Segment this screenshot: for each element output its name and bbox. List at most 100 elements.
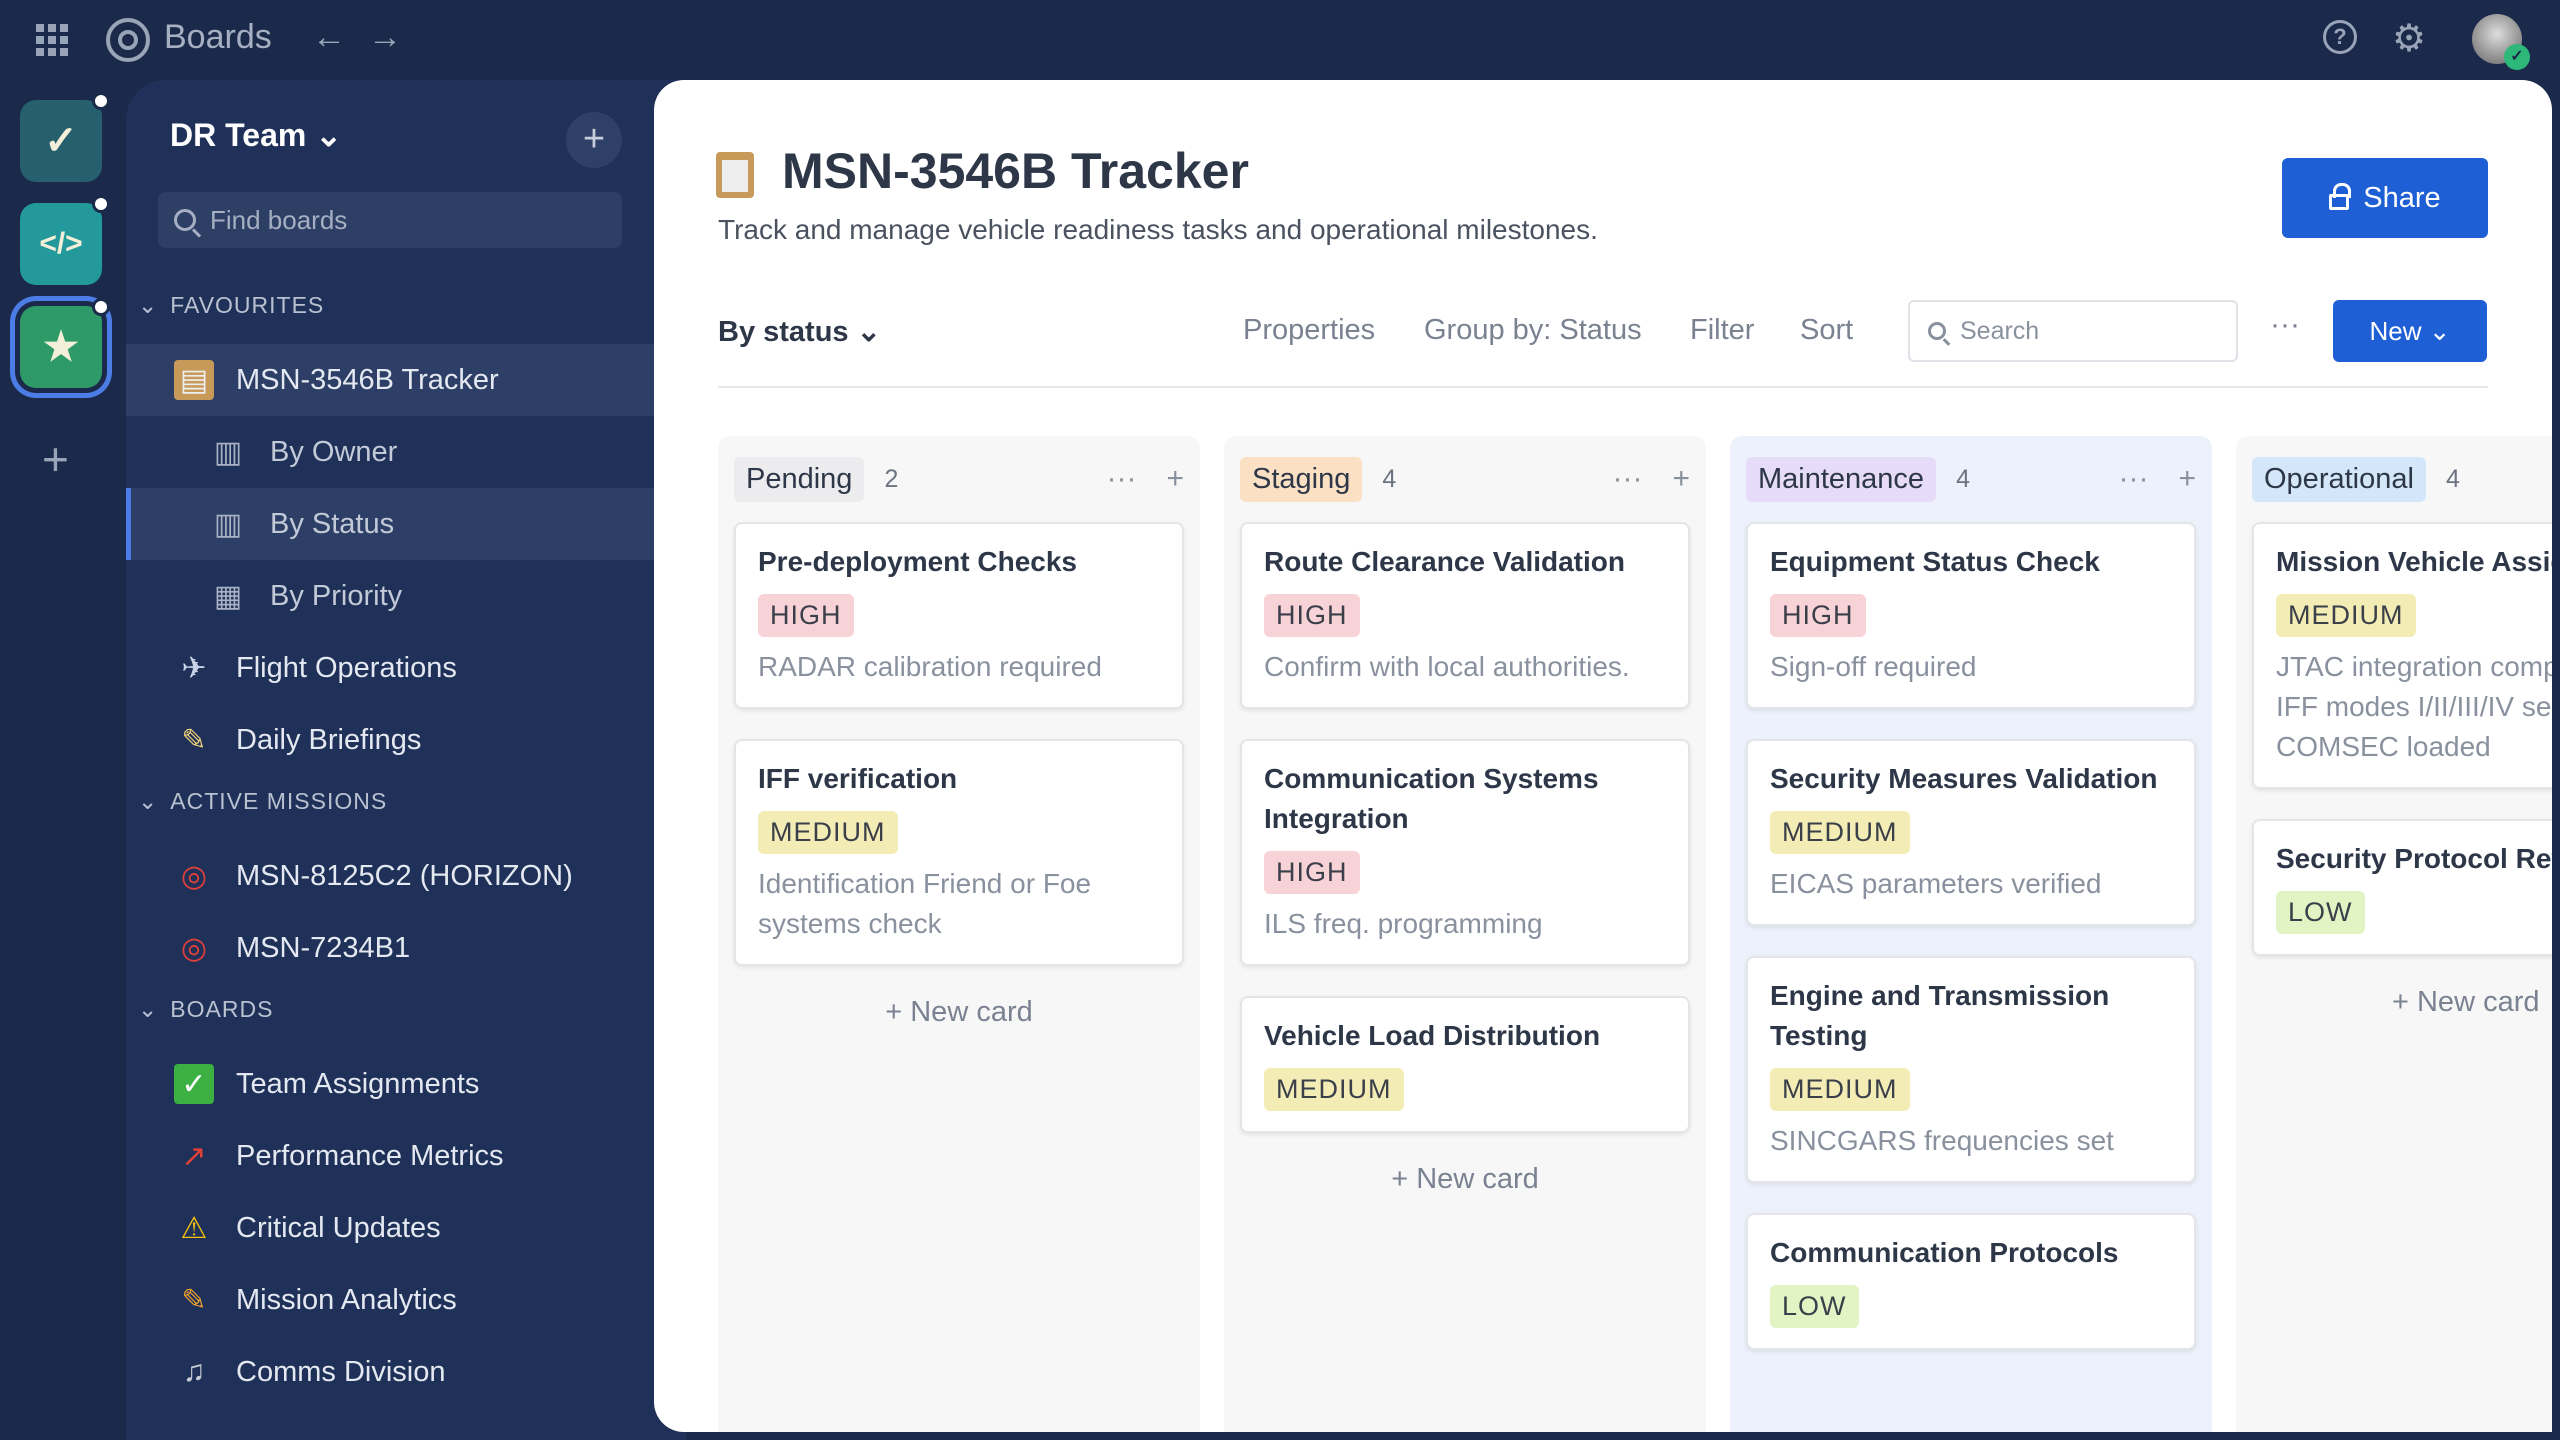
- new-button[interactable]: New ⌄: [2333, 300, 2487, 362]
- task-card[interactable]: Security Protocol Rev LOW: [2252, 819, 2552, 956]
- sidebar-item-label: By Priority: [270, 579, 403, 612]
- task-card[interactable]: Engine and Transmission Testing MEDIUM SIN…: [1746, 956, 2196, 1183]
- sidebar-item-by-owner[interactable]: ▥ By Owner: [126, 416, 654, 488]
- sidebar-item-flight-operations[interactable]: ✈ Flight Operations: [126, 632, 654, 704]
- card-description: RADAR calibration required: [758, 651, 1102, 682]
- board-toolbar: By status ⌄ Properties Group by: Status …: [718, 300, 2488, 388]
- table-view-icon: ▦: [213, 579, 243, 613]
- share-button[interactable]: Share: [2282, 158, 2488, 238]
- workspace-button[interactable]: ✓: [20, 92, 110, 182]
- sort-button[interactable]: Sort: [1800, 314, 1854, 346]
- task-card[interactable]: Communication Systems Integration HIGH ILS…: [1240, 739, 1690, 966]
- new-card-button[interactable]: + New card: [1391, 1163, 1539, 1195]
- column-header: Maintenance 4 ··· +: [1746, 450, 2196, 508]
- workspace-button[interactable]: ★: [20, 298, 110, 388]
- view-selector[interactable]: By status ⌄: [718, 316, 881, 348]
- user-avatar[interactable]: ✓: [2472, 14, 2530, 70]
- search-icon: [174, 209, 196, 231]
- sidebar-item-performance-metrics[interactable]: ↗ Performance Metrics: [126, 1120, 654, 1192]
- add-workspace-button[interactable]: +: [42, 433, 69, 485]
- more-options-icon[interactable]: ···: [2118, 462, 2149, 495]
- sidebar-item-by-status[interactable]: ▥ By Status: [126, 488, 654, 560]
- back-arrow-icon[interactable]: ←: [312, 18, 346, 56]
- task-card[interactable]: Security Measures Validation MEDIUM EICAS …: [1746, 739, 2196, 926]
- card-title: Communication Protocols: [1770, 1237, 2119, 1268]
- sidebar-item-msn-3546b-tracker[interactable]: ▤ MSN-3546B Tracker: [126, 344, 654, 416]
- section-favourites[interactable]: ⌄ FAVOURITES: [138, 292, 324, 319]
- priority-badge: HIGH: [1264, 851, 1360, 894]
- task-card[interactable]: Equipment Status Check HIGH Sign-off requi…: [1746, 522, 2196, 709]
- new-card-button[interactable]: + New card: [2392, 986, 2540, 1018]
- more-options-icon[interactable]: ···: [2270, 308, 2300, 341]
- sidebar-item-label: MSN-8125C2 (HORIZON): [236, 859, 573, 892]
- clipboard-icon: ▤: [174, 360, 214, 400]
- card-title: Communication Systems Integration: [1264, 763, 1599, 834]
- microphone-icon: ♫: [182, 1355, 206, 1388]
- section-active-missions[interactable]: ⌄ ACTIVE MISSIONS: [138, 788, 387, 815]
- sidebar-item-label: Comms Division: [236, 1355, 446, 1388]
- warning-icon: ⚠: [180, 1211, 208, 1245]
- column-title: Operational: [2252, 456, 2426, 502]
- card-description: Sign-off required: [1770, 651, 1977, 682]
- section-label: FAVOURITES: [170, 292, 325, 318]
- sidebar-item-by-priority[interactable]: ▦ By Priority: [126, 560, 654, 632]
- sidebar-item-comms-division[interactable]: ♫ Comms Division: [126, 1336, 654, 1408]
- card-title: Route Clearance Validation: [1264, 546, 1625, 577]
- check-box-icon: ✓: [174, 1064, 214, 1104]
- column-operational: Operational 4 Mission Vehicle Assig MEDIUM J…: [2236, 436, 2552, 1432]
- task-card[interactable]: Pre-deployment Checks HIGH RADAR calibrati…: [734, 522, 1184, 709]
- add-card-icon[interactable]: +: [1672, 462, 1690, 495]
- more-options-icon[interactable]: ···: [1106, 462, 1137, 495]
- board-search-input[interactable]: Search: [1908, 300, 2238, 362]
- lock-icon: [2329, 183, 2352, 210]
- target-icon: ◎: [180, 859, 208, 893]
- column-count: 2: [884, 464, 899, 493]
- online-check-icon: ✓: [2504, 44, 2530, 70]
- filter-button[interactable]: Filter: [1690, 314, 1755, 346]
- sidebar-item-mission-analytics[interactable]: ✎ Mission Analytics: [126, 1264, 654, 1336]
- column-count: 4: [2445, 464, 2460, 493]
- chart-up-icon: ↗: [181, 1139, 207, 1173]
- more-options-icon[interactable]: ···: [1612, 462, 1643, 495]
- properties-button[interactable]: Properties: [1243, 314, 1376, 346]
- card-title: Security Measures Validation: [1770, 763, 2158, 794]
- settings-gear-icon[interactable]: ⚙: [2392, 18, 2427, 60]
- workspace-button[interactable]: </>: [20, 195, 110, 285]
- add-card-icon[interactable]: +: [2178, 462, 2196, 495]
- priority-badge: LOW: [1770, 1285, 1859, 1328]
- priority-badge: LOW: [2276, 891, 2365, 934]
- board-view-icon: ▥: [213, 507, 243, 541]
- card-description: Confirm with local authorities.: [1264, 651, 1630, 682]
- team-switcher[interactable]: DR Team ⌄: [170, 117, 343, 153]
- task-card[interactable]: Vehicle Load Distribution MEDIUM: [1240, 996, 1690, 1133]
- task-card[interactable]: Route Clearance Validation HIGH Confirm wi…: [1240, 522, 1690, 709]
- card-description: JTAC integration comp IFF modes I/II/III…: [2276, 651, 2552, 762]
- sidebar-item-critical-updates[interactable]: ⚠ Critical Updates: [126, 1192, 654, 1264]
- add-card-icon[interactable]: +: [1166, 462, 1184, 495]
- sidebar-item-label: Flight Operations: [236, 651, 457, 684]
- share-label: Share: [2363, 181, 2441, 214]
- column-pending: Pending 2 ··· + Pre-deployment Checks HIGH RAD…: [718, 436, 1200, 1432]
- section-boards[interactable]: ⌄ BOARDS: [138, 996, 273, 1023]
- card-title: Mission Vehicle Assig: [2276, 546, 2552, 577]
- task-card[interactable]: Communication Protocols LOW: [1746, 1213, 2196, 1350]
- sidebar-item-msn-7234b1[interactable]: ◎ MSN-7234B1: [126, 912, 654, 984]
- sidebar-item-label: MSN-3546B Tracker: [236, 363, 499, 396]
- board-view-icon: ▥: [213, 435, 243, 469]
- forward-arrow-icon[interactable]: →: [368, 18, 402, 56]
- group-by-button[interactable]: Group by: Status: [1424, 314, 1642, 346]
- task-card[interactable]: Mission Vehicle Assig MEDIUM JTAC integrat…: [2252, 522, 2552, 789]
- sidebar-item-label: Daily Briefings: [236, 723, 422, 756]
- sidebar-item-msn-8125c2-horizon[interactable]: ◎ MSN-8125C2 (HORIZON): [126, 840, 654, 912]
- add-board-button[interactable]: +: [566, 112, 622, 168]
- task-card[interactable]: IFF verification MEDIUM Identification Fri…: [734, 739, 1184, 966]
- card-title: Security Protocol Rev: [2276, 843, 2552, 874]
- page-title: MSN-3546B Tracker: [782, 143, 1249, 199]
- help-icon[interactable]: ?: [2323, 20, 2357, 54]
- app-grid-icon[interactable]: [36, 24, 68, 56]
- sidebar-item-team-assignments[interactable]: ✓ Team Assignments: [126, 1048, 654, 1120]
- column-header: Pending 2 ··· +: [734, 450, 1184, 508]
- new-card-button[interactable]: + New card: [885, 996, 1033, 1028]
- sidebar-item-daily-briefings[interactable]: ✎ Daily Briefings: [126, 704, 654, 776]
- find-boards-input[interactable]: Find boards: [158, 192, 622, 248]
